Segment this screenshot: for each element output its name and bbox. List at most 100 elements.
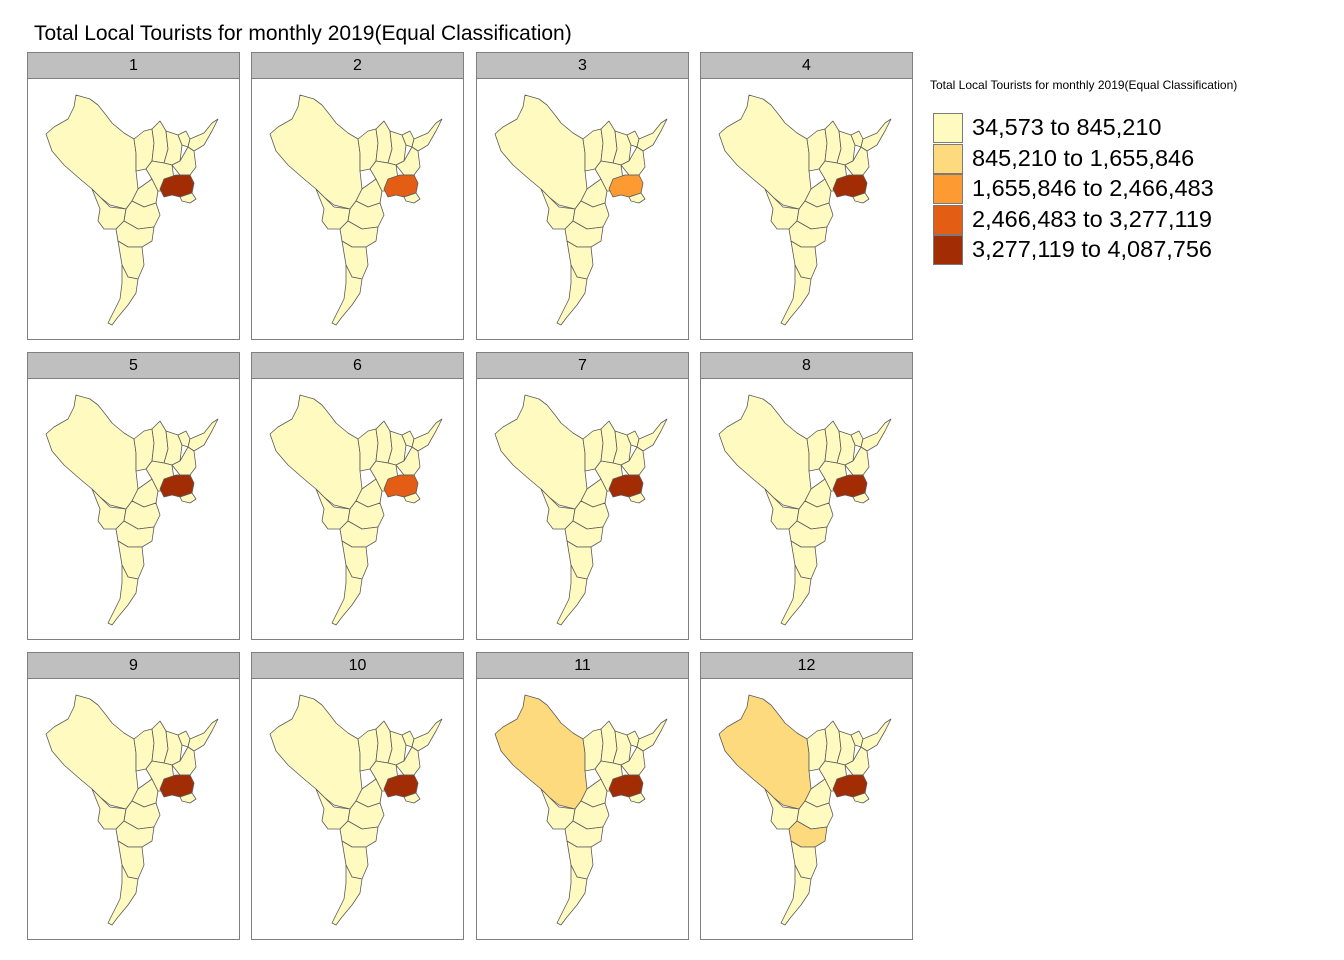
region-south-tail	[780, 864, 812, 926]
choropleth-map	[45, 694, 219, 926]
region-northwest	[718, 94, 812, 210]
facet-strip-label: 11	[476, 652, 689, 679]
region-northwest	[269, 394, 363, 510]
region-east-coast	[179, 492, 197, 504]
region-east-coast	[403, 192, 421, 204]
facet-map	[700, 378, 913, 640]
region-northwest	[45, 394, 139, 510]
facet-panel-5: 5	[27, 352, 240, 640]
legend-swatch	[933, 113, 963, 143]
region-east-coast	[628, 492, 646, 504]
region-east-coast	[852, 192, 870, 204]
facet-panel-11: 11	[476, 652, 689, 940]
facet-panel-8: 8	[700, 352, 913, 640]
region-east-mid	[844, 446, 870, 476]
facet-map	[700, 78, 913, 340]
region-south-tail	[331, 864, 363, 926]
region-east-mid	[171, 446, 197, 476]
facet-panel-7: 7	[476, 352, 689, 640]
facet-panel-1: 1	[27, 52, 240, 340]
facet-strip-label: 7	[476, 352, 689, 379]
region-south-tail	[331, 564, 363, 626]
facet-panel-4: 4	[700, 52, 913, 340]
legend-label: 2,466,483 to 3,277,119	[972, 205, 1213, 232]
region-ne-east	[636, 118, 668, 152]
region-northwest	[718, 694, 812, 810]
choropleth-map	[45, 394, 219, 626]
region-south-tail	[780, 264, 812, 326]
legend-label: 1,655,846 to 2,466,483	[972, 175, 1214, 201]
region-south-tail	[556, 264, 588, 326]
facet-strip-label: 9	[27, 652, 240, 679]
choropleth-map	[718, 394, 892, 626]
region-northwest	[494, 694, 588, 810]
facet-strip-label: 8	[700, 352, 913, 379]
facet-panel-6: 6	[251, 352, 464, 640]
region-east-coast	[628, 192, 646, 204]
map-title: Total Local Tourists for monthly 2019(Eq…	[34, 22, 572, 45]
region-east-coast	[852, 492, 870, 504]
facet-strip-label: 2	[251, 52, 464, 79]
facet-strip-label: 10	[251, 652, 464, 679]
region-northwest	[45, 694, 139, 810]
facet-map	[251, 678, 464, 940]
facet-panel-9: 9	[27, 652, 240, 940]
region-ne-east	[636, 718, 668, 752]
facet-map	[476, 678, 689, 940]
facet-strip-label: 1	[27, 52, 240, 79]
region-south-tail	[107, 564, 139, 626]
facet-panel-12: 12	[700, 652, 913, 940]
region-east-mid	[620, 446, 646, 476]
region-ne-east	[187, 418, 219, 452]
region-south-tail	[107, 864, 139, 926]
legend-title: Total Local Tourists for monthly 2019(Eq…	[930, 78, 1238, 92]
region-northwest	[45, 94, 139, 210]
region-east-mid	[395, 746, 421, 776]
legend-swatch	[933, 235, 963, 265]
region-ne-east	[860, 118, 892, 152]
legend-label: 845,210 to 1,655,846	[972, 144, 1195, 171]
region-south-tail	[331, 264, 363, 326]
facet-strip-label: 6	[251, 352, 464, 379]
facet-map	[251, 378, 464, 640]
region-ne-east	[636, 418, 668, 452]
region-south-tail	[780, 564, 812, 626]
facet-map	[251, 78, 464, 340]
region-south-tail	[556, 564, 588, 626]
facet-strip-label: 5	[27, 352, 240, 379]
choropleth-map	[269, 94, 443, 326]
region-east-mid	[844, 746, 870, 776]
legend-label: 34,573 to 845,210	[972, 114, 1162, 140]
facet-map	[476, 78, 689, 340]
region-east-coast	[179, 792, 197, 804]
legend-swatch	[933, 204, 963, 235]
region-northwest	[269, 94, 363, 210]
region-east-coast	[403, 492, 421, 504]
region-ne-east	[860, 718, 892, 752]
region-east-coast	[628, 792, 646, 804]
region-northwest	[269, 694, 363, 810]
region-ne-east	[411, 718, 443, 752]
region-east-coast	[179, 192, 197, 204]
region-east-mid	[395, 446, 421, 476]
region-east-mid	[171, 746, 197, 776]
region-ne-east	[860, 418, 892, 452]
choropleth-map	[494, 94, 668, 326]
region-northwest	[494, 394, 588, 510]
choropleth-map	[45, 94, 219, 326]
region-east-coast	[852, 792, 870, 804]
region-east-mid	[620, 146, 646, 176]
facet-strip-label: 3	[476, 52, 689, 79]
choropleth-map	[718, 94, 892, 326]
choropleth-map	[718, 694, 892, 926]
region-south-tail	[107, 264, 139, 326]
facet-strip-label: 4	[700, 52, 913, 79]
choropleth-map	[269, 694, 443, 926]
region-south-tail	[556, 864, 588, 926]
region-northwest	[494, 94, 588, 210]
facet-map	[27, 78, 240, 340]
region-northwest	[718, 394, 812, 510]
facet-map	[27, 378, 240, 640]
region-east-mid	[395, 146, 421, 176]
region-ne-east	[187, 118, 219, 152]
